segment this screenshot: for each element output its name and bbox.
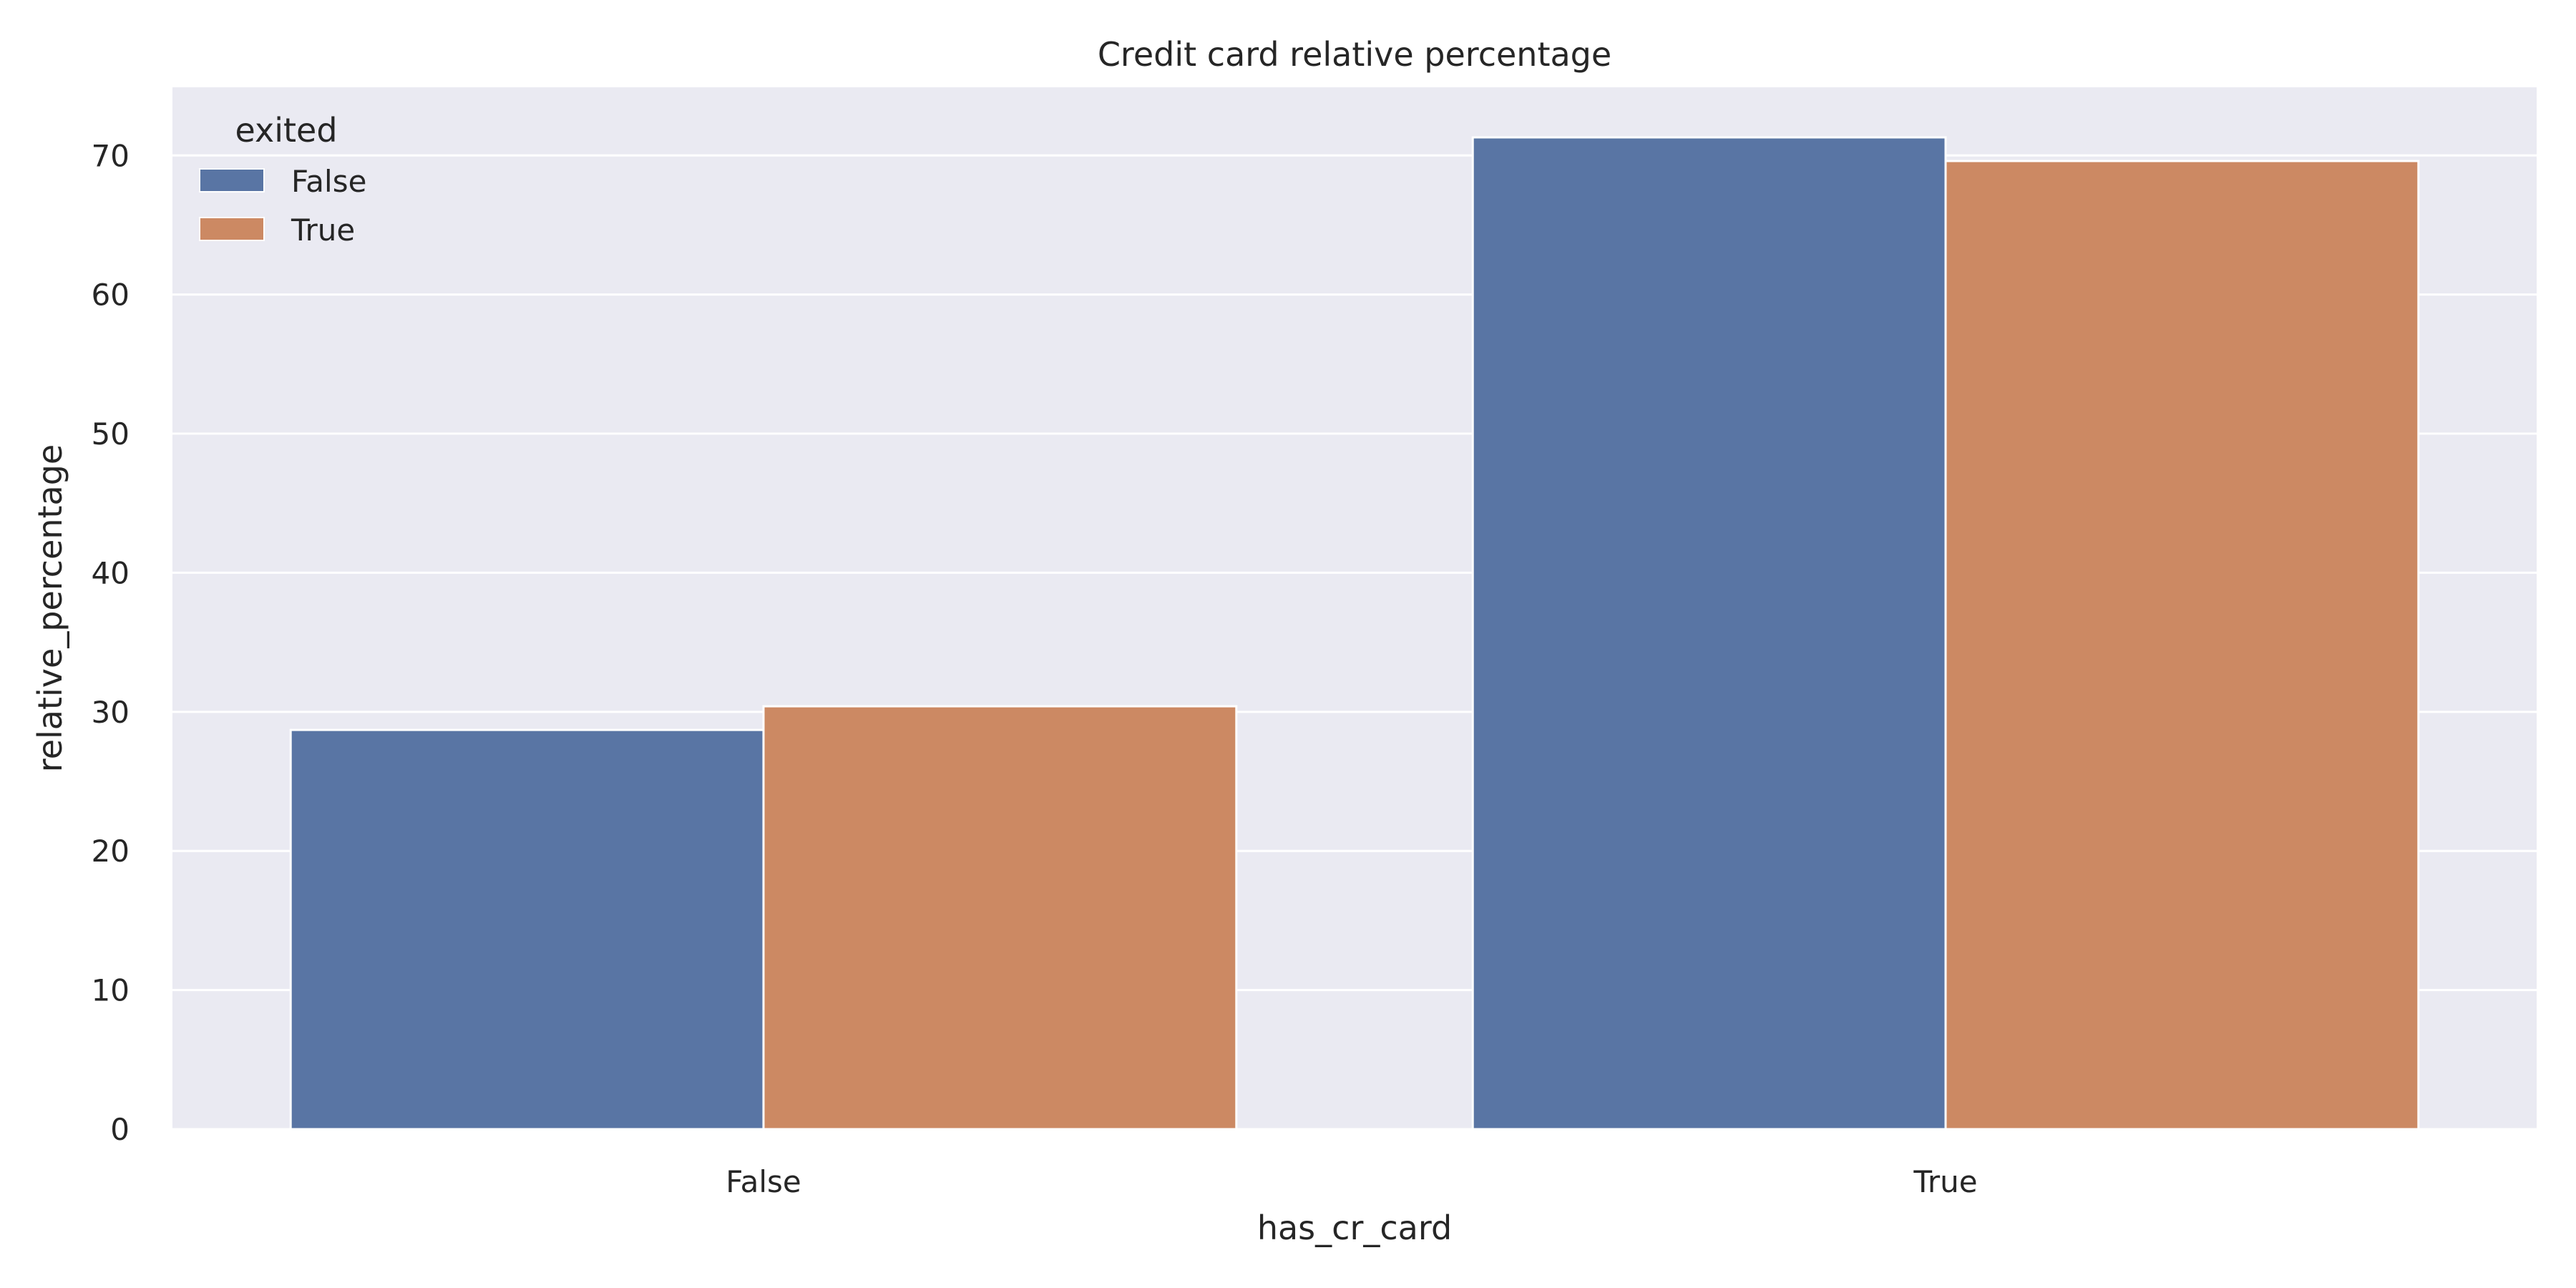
bar xyxy=(1944,160,2420,1131)
bar xyxy=(289,728,765,1131)
x-axis-title: has_cr_card xyxy=(1257,1209,1452,1247)
legend-label: True xyxy=(291,213,355,248)
legend-label: False xyxy=(291,164,366,199)
bar xyxy=(762,705,1238,1131)
y-tick-label: 40 xyxy=(92,555,130,590)
y-tick-label: 70 xyxy=(92,138,130,173)
x-tick-label: True xyxy=(1913,1164,1977,1199)
y-tick-label: 0 xyxy=(110,1112,130,1147)
y-axis-title: relative_percentage xyxy=(31,444,69,772)
bars xyxy=(289,136,2420,1131)
y-axis-ticks: 0 10 20 30 40 50 60 70 xyxy=(92,138,130,1147)
legend: exited False True xyxy=(199,111,366,248)
legend-swatch xyxy=(199,217,265,241)
legend-swatch xyxy=(199,168,265,192)
bar xyxy=(1471,136,1947,1131)
legend-title: exited xyxy=(235,111,337,150)
y-tick-label: 20 xyxy=(92,834,130,869)
x-tick-label: False xyxy=(726,1164,801,1199)
y-tick-label: 10 xyxy=(92,973,130,1008)
y-tick-label: 60 xyxy=(92,278,130,313)
x-axis-ticks: False True xyxy=(726,1164,1977,1199)
y-tick-label: 50 xyxy=(92,416,130,452)
y-tick-label: 30 xyxy=(92,695,130,730)
legend-items: False True xyxy=(199,164,366,248)
chart-title: Credit card relative percentage xyxy=(1098,35,1611,74)
